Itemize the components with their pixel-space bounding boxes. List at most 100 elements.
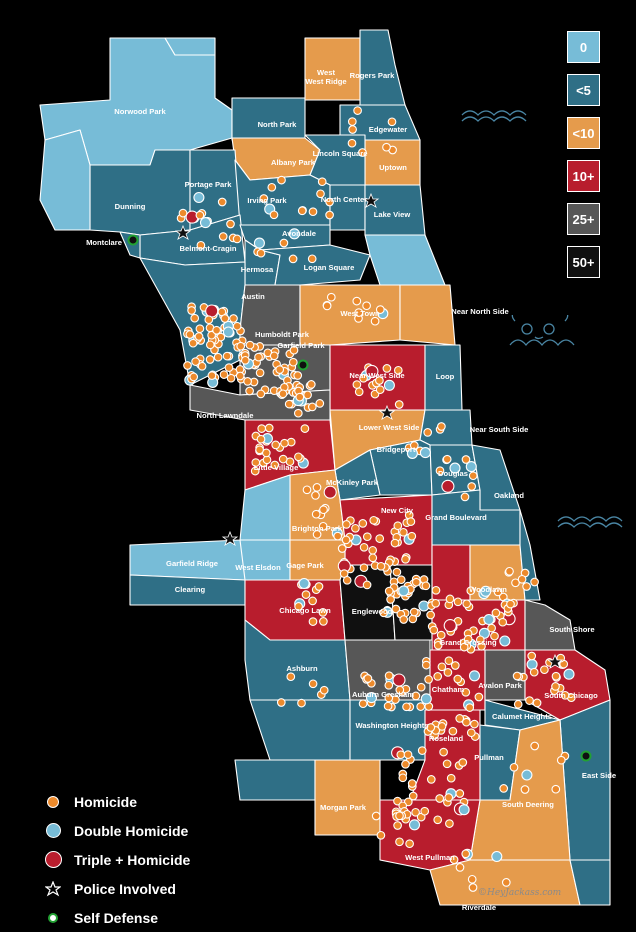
- homicide-dot: [293, 371, 303, 380]
- homicide-dot: [490, 631, 499, 641]
- homicide-dot: [560, 690, 570, 700]
- homicide-dot: [424, 675, 433, 684]
- double-homicide-dot: [465, 461, 477, 473]
- double-homicide-dot: [419, 447, 431, 459]
- area-north-park[interactable]: [231, 97, 306, 141]
- area-gage-park[interactable]: [289, 539, 346, 581]
- homicide-dot: [319, 617, 328, 626]
- sea-monster-icon: [509, 315, 575, 347]
- area-logan-square[interactable]: [259, 244, 371, 286]
- homicide-dot: [363, 674, 373, 683]
- homicide-dot: [411, 807, 420, 817]
- homicide-dot: [445, 594, 455, 604]
- homicide-dot: [421, 581, 431, 591]
- homicide-dot: [308, 617, 318, 626]
- homicide-dot: [448, 726, 458, 736]
- legend-row: Self Defense: [38, 903, 190, 932]
- label-bridgeport: Bridgeport: [377, 445, 416, 454]
- label-roseland: Roseland: [429, 734, 464, 743]
- homicide-dot: [300, 424, 310, 433]
- homicide-dot: [393, 365, 403, 375]
- homicide-dot: [358, 699, 368, 709]
- label-west-ridge: West Ridge: [305, 77, 346, 86]
- homicide-dot: [468, 883, 478, 892]
- homicide-dot: [229, 314, 238, 323]
- homicide-dot: [455, 863, 465, 872]
- label-chicago-lawn: Chicago Lawn: [279, 606, 331, 615]
- homicide-dot: [359, 373, 368, 383]
- homicide-dot: [224, 363, 234, 372]
- homicide-dot: [277, 175, 286, 185]
- star-icon: [174, 224, 192, 240]
- homicide-dot: [308, 207, 318, 217]
- homicide-dot: [512, 671, 522, 681]
- homicide-dot: [522, 582, 531, 591]
- homicide-dot: [416, 682, 426, 692]
- homicide-dot: [347, 138, 357, 148]
- homicide-dot: [370, 316, 380, 326]
- homicide-dot: [269, 351, 279, 361]
- area-west-elsdon[interactable]: [239, 539, 291, 581]
- homicide-dot: [376, 561, 386, 571]
- label-austin: Austin: [241, 292, 265, 301]
- area-lincoln-park[interactable]: [364, 234, 446, 286]
- area-edison-park[interactable]: [164, 37, 216, 56]
- homicide-dot: [259, 194, 269, 203]
- label-rogers-park: Rogers Park: [350, 71, 396, 80]
- label-clearing: Clearing: [175, 585, 206, 594]
- homicide-dot: [398, 773, 408, 783]
- double-homicide-dot: [526, 658, 538, 670]
- homicide-dot: [491, 608, 501, 618]
- homicide-dot: [444, 656, 454, 666]
- area-ohare-west[interactable]: [39, 129, 91, 231]
- label-humboldt-park: Humboldt Park: [255, 330, 310, 339]
- label-albany-park: Albany Park: [271, 158, 316, 167]
- homicide-dot: [391, 604, 401, 614]
- homicide-dot: [295, 392, 305, 402]
- homicide-dot: [250, 466, 260, 476]
- label-east-side: East Side: [582, 771, 616, 780]
- homicide-dot: [337, 544, 347, 553]
- homicide-dot: [311, 509, 321, 519]
- homicide-dot: [358, 148, 367, 157]
- label-south-deering: South Deering: [502, 800, 554, 809]
- homicide-dot: [185, 330, 195, 339]
- homicide-dot: [468, 471, 478, 481]
- label-pullman: Pullman: [474, 753, 504, 762]
- homicide-dot: [254, 352, 263, 362]
- area-near-north[interactable]: [399, 284, 456, 346]
- homicide-dot: [288, 254, 298, 264]
- area-hegewisch[interactable]: [569, 859, 611, 906]
- homicide-dot: [420, 806, 430, 816]
- area-south-shore[interactable]: [524, 599, 576, 651]
- homicide-dot: [354, 387, 364, 397]
- homicide-dot: [446, 773, 456, 783]
- label-gage-park: Gage Park: [286, 561, 324, 570]
- ring-icon: [127, 234, 139, 246]
- homicide-dot: [245, 340, 255, 350]
- label-norwood-park: Norwood Park: [114, 107, 166, 116]
- double-homicide-dot: [398, 585, 410, 597]
- homicide-dot: [235, 371, 245, 381]
- homicide-dot: [245, 386, 254, 396]
- area-rogers-park[interactable]: [359, 29, 406, 106]
- double-homicide-dot: [288, 228, 300, 240]
- homicide-dot: [359, 563, 369, 573]
- homicide-dot: [362, 301, 371, 311]
- homicide-dot: [394, 400, 404, 409]
- area-near-south-side[interactable]: [419, 409, 473, 446]
- wave-decoration-1: [461, 110, 527, 122]
- area-west-town[interactable]: [299, 284, 401, 346]
- double-homicide-dot: [491, 850, 503, 863]
- homicide-dot: [375, 376, 384, 385]
- triple-homicide-dot: [441, 479, 455, 493]
- area-mount-greenwood[interactable]: [234, 759, 316, 801]
- area-north-center[interactable]: [329, 184, 366, 231]
- area-morgan-park[interactable]: [314, 759, 381, 836]
- homicide-dot: [195, 324, 205, 334]
- label-woodlawn: Woodlawn: [469, 585, 507, 594]
- area-beverly[interactable]: [249, 699, 351, 761]
- homicide-dot: [207, 330, 216, 340]
- homicide-dot: [302, 485, 312, 495]
- label-west-pullman: West Pullman: [405, 853, 455, 862]
